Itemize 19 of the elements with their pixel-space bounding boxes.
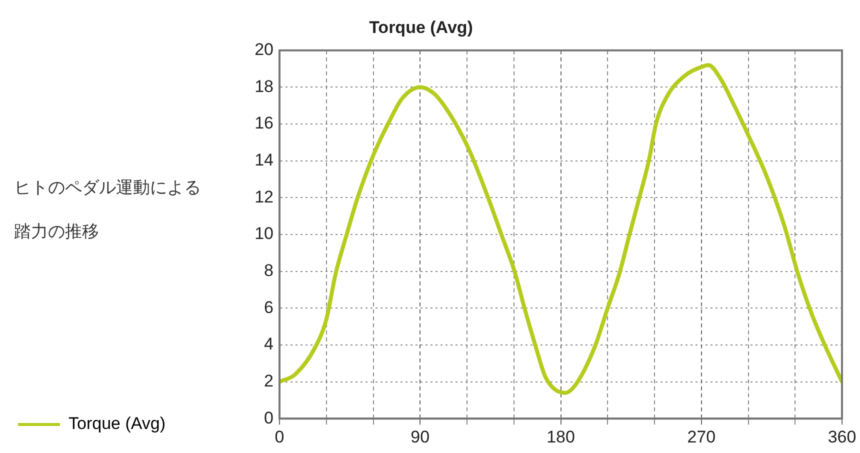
y-tick-label: 18 bbox=[254, 76, 274, 96]
y-tick-label: 16 bbox=[254, 114, 274, 133]
y-tick-label: 0 bbox=[264, 408, 274, 428]
y-tick-label: 2 bbox=[264, 371, 274, 390]
chart-title: Torque (Avg) bbox=[369, 18, 473, 37]
y-tick-label: 10 bbox=[254, 224, 274, 244]
legend-label: Torque (Avg) bbox=[68, 414, 166, 434]
x-tick-label: 360 bbox=[828, 427, 856, 446]
y-tick-label: 6 bbox=[264, 298, 274, 317]
y-tick-label: 14 bbox=[254, 150, 274, 170]
x-tick-label: 270 bbox=[687, 427, 716, 446]
y-tick-label: 12 bbox=[254, 187, 274, 206]
text: ヒトのペダル運動による踏力の推移 bbox=[14, 178, 201, 242]
y-tick-label: 8 bbox=[264, 261, 274, 280]
y-tick-label: 4 bbox=[264, 334, 274, 354]
x-tick-label: 180 bbox=[546, 427, 575, 446]
x-tick-label: 90 bbox=[410, 427, 430, 446]
y-tick-label: 20 bbox=[254, 40, 274, 60]
line-series bbox=[280, 63, 842, 395]
